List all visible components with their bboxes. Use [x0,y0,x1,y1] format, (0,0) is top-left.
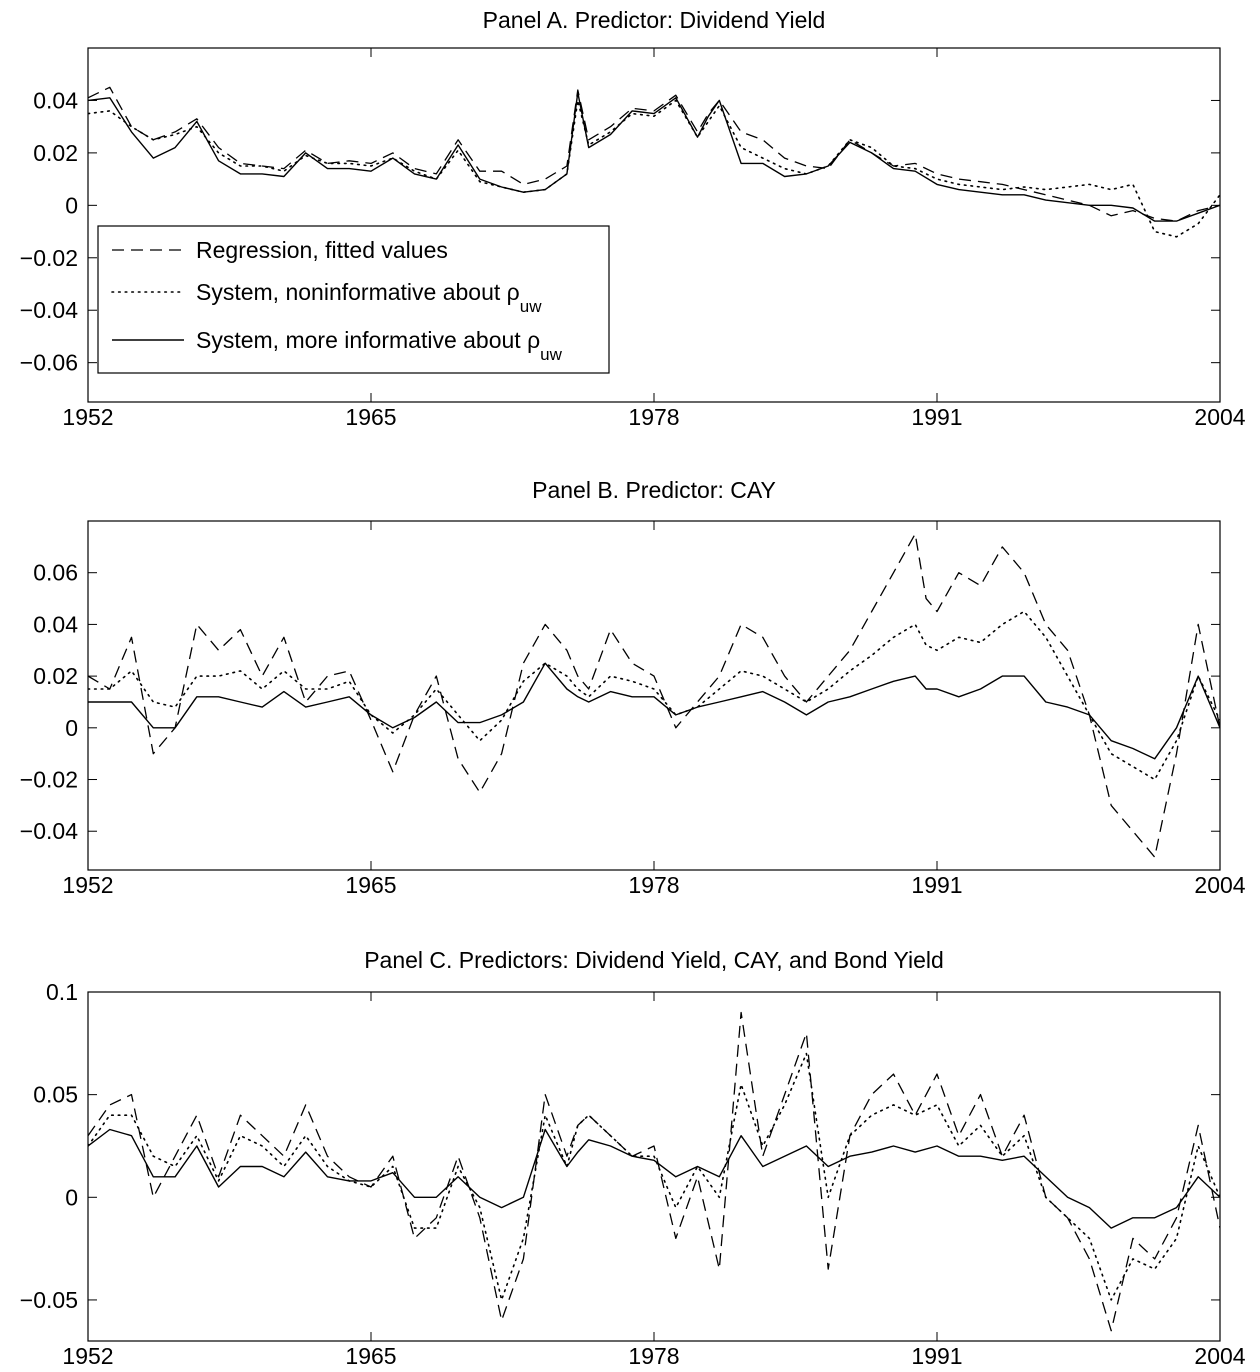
series-line-dotted [88,99,1220,238]
y-tick-label: −0.02 [20,767,78,793]
y-tick-label: 0.04 [33,611,78,637]
panel-a: Panel A. Predictor: Dividend Yield 1952 19… [20,7,1246,430]
panel-title: Panel C. Predictors: Dividend Yield, CAY… [364,947,944,973]
y-tick-label: 0 [65,715,78,741]
legend: Regression, fitted values System, noninfo… [97,225,610,374]
y-tick-label: 0 [65,192,78,218]
y-tick-label: 0.04 [33,87,78,113]
x-tick-label: 1965 [345,1343,396,1367]
x-tick-label: 1965 [345,872,396,898]
panel-c: Panel C. Predictors: Dividend Yield, CAY… [20,947,1246,1369]
series-line-solid [88,91,1220,222]
x-tick-label: 1978 [628,1343,679,1367]
y-tick-label: −0.05 [20,1287,78,1313]
series-line-dotted [88,1052,1220,1301]
x-tick-label: 1978 [628,872,679,898]
panel-b: Panel B. Predictor: CAY 1952 1965 1978 1991 2… [20,477,1246,898]
axes-box [87,520,1221,871]
y-tick-label: 0.05 [33,1082,78,1108]
x-tick-label: 1952 [62,872,113,898]
x-tick-label: 1991 [911,404,962,430]
y-tick-label: −0.02 [20,245,78,271]
x-tick-label: 2004 [1194,872,1245,898]
x-tick-label: 1991 [911,1343,962,1367]
y-tick-label: 0.06 [33,560,78,586]
y-tick-label: −0.04 [20,818,78,844]
series-line-dashed [88,86,1220,222]
series-line-dotted [88,610,1220,781]
series-line-solid [88,662,1220,760]
panel-title: Panel A. Predictor: Dividend Yield [483,7,826,33]
y-tick-label: 0.02 [33,140,78,166]
x-tick-label: 2004 [1194,1343,1245,1367]
series-line-dashed [88,1011,1220,1332]
y-tick-label: 0 [65,1184,78,1210]
legend-entry-label: Regression, fitted values [196,237,448,263]
x-tick-label: 1991 [911,872,962,898]
x-tick-label: 1952 [62,404,113,430]
panel-title: Panel B. Predictor: CAY [532,477,776,503]
legend-entry-label: System, more informative about ρuw [196,327,563,364]
series-line-dashed [88,533,1220,858]
y-tick-label: −0.06 [20,350,78,376]
x-tick-label: 1965 [345,404,396,430]
legend-box [97,225,610,374]
y-tick-label: −0.04 [20,297,78,323]
y-tick-label: 0.1 [46,979,78,1005]
y-tick-label: 0.02 [33,663,78,689]
x-tick-label: 2004 [1194,404,1245,430]
x-tick-label: 1978 [628,404,679,430]
series-line-solid [88,1128,1220,1229]
legend-entry-label: System, noninformative about ρuw [196,279,542,316]
x-tick-label: 1952 [62,1343,113,1367]
